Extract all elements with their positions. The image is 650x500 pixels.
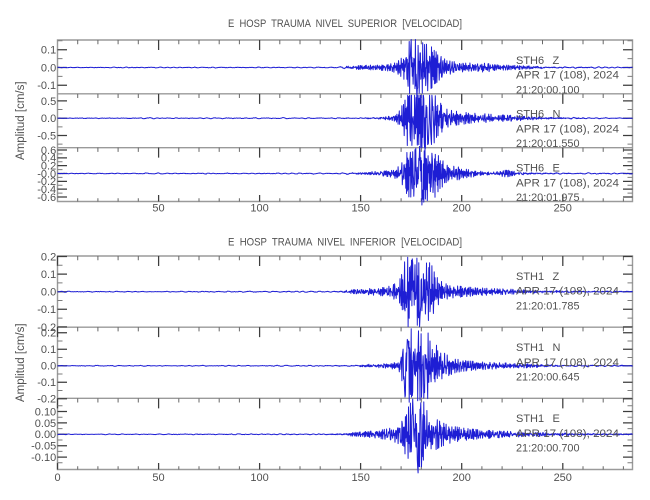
svg-text:-0.4: -0.4 (37, 184, 56, 196)
svg-text:STH6: STH6 (516, 55, 544, 67)
svg-text:STH1: STH1 (516, 413, 544, 425)
svg-text:-0.0: -0.0 (37, 168, 56, 180)
svg-text:250: 250 (554, 203, 572, 215)
svg-text:-0.6: -0.6 (37, 192, 56, 204)
svg-text:STH1: STH1 (516, 342, 544, 354)
svg-text:0.10: 0.10 (35, 406, 56, 418)
svg-text:STH6: STH6 (516, 109, 544, 121)
svg-text:0.5: 0.5 (41, 96, 56, 108)
svg-text:0.0: 0.0 (41, 62, 56, 74)
svg-text:0.0: 0.0 (41, 287, 56, 299)
svg-text:0.2: 0.2 (41, 251, 56, 263)
svg-text:N: N (553, 342, 561, 354)
svg-text:0.4: 0.4 (41, 153, 56, 165)
svg-text:-0.5: -0.5 (37, 130, 56, 142)
svg-text:Amplitud [cm/s]: Amplitud [cm/s] (15, 81, 27, 160)
svg-text:50: 50 (152, 203, 164, 215)
svg-text:N: N (553, 109, 561, 121)
svg-text:-0.1: -0.1 (37, 377, 56, 389)
svg-text:-0.05: -0.05 (31, 441, 56, 453)
svg-text:21:20:01.785: 21:20:01.785 (516, 300, 580, 312)
svg-text:E: E (553, 413, 560, 425)
svg-text:E HOSP TRAUMA NIVEL INFERIOR [: E HOSP TRAUMA NIVEL INFERIOR [VELOCIDAD] (228, 237, 462, 249)
svg-text:21:20:01.550: 21:20:01.550 (516, 138, 580, 150)
svg-text:0.05: 0.05 (35, 418, 56, 430)
svg-text:200: 200 (453, 203, 471, 215)
svg-text:150: 150 (351, 203, 369, 215)
svg-text:APR 17 (108), 2024: APR 17 (108), 2024 (516, 428, 619, 440)
svg-text:Z: Z (553, 55, 560, 67)
svg-text:0.00: 0.00 (35, 429, 56, 441)
svg-text:0.0: 0.0 (41, 361, 56, 373)
svg-text:100: 100 (250, 472, 268, 484)
svg-text:21:20:01.975: 21:20:01.975 (516, 192, 580, 204)
svg-text:APR 17 (108), 2024: APR 17 (108), 2024 (516, 357, 619, 369)
svg-text:150: 150 (351, 472, 369, 484)
svg-text:-0.1: -0.1 (37, 304, 56, 316)
svg-text:21:20:00.700: 21:20:00.700 (516, 443, 580, 455)
svg-text:APR 17 (108), 2024: APR 17 (108), 2024 (516, 177, 619, 189)
svg-text:-0.1: -0.1 (37, 80, 56, 92)
svg-text:-0.2: -0.2 (37, 176, 56, 188)
svg-text:APR 17 (108), 2024: APR 17 (108), 2024 (516, 286, 619, 298)
svg-text:-0.2: -0.2 (37, 394, 56, 406)
svg-text:APR 17 (108), 2024: APR 17 (108), 2024 (516, 70, 619, 82)
svg-text:APR 17 (108), 2024: APR 17 (108), 2024 (516, 123, 619, 135)
svg-text:STH1: STH1 (516, 271, 544, 283)
svg-text:0.6: 0.6 (41, 145, 56, 157)
svg-text:200: 200 (453, 472, 471, 484)
svg-text:21:20:00.100: 21:20:00.100 (516, 84, 580, 96)
svg-text:-0.10: -0.10 (31, 452, 56, 464)
svg-text:21:20:00.645: 21:20:00.645 (516, 371, 580, 383)
svg-text:Z: Z (553, 271, 560, 283)
svg-text:0.1: 0.1 (41, 269, 56, 281)
svg-text:0.1: 0.1 (41, 344, 56, 356)
svg-text:250: 250 (554, 472, 572, 484)
svg-text:0: 0 (54, 472, 60, 484)
svg-text:100: 100 (250, 203, 268, 215)
svg-text:0.2: 0.2 (41, 161, 56, 173)
svg-text:Amplitud [cm/s]: Amplitud [cm/s] (15, 323, 27, 402)
svg-text:50: 50 (152, 472, 164, 484)
svg-text:E HOSP TRAUMA NIVEL SUPERIOR [: E HOSP TRAUMA NIVEL SUPERIOR [VELOCIDAD] (228, 18, 462, 30)
svg-text:E: E (553, 163, 560, 175)
svg-text:0.0: 0.0 (41, 113, 56, 125)
svg-text:-0.2: -0.2 (37, 322, 56, 334)
svg-text:0.1: 0.1 (41, 45, 56, 57)
svg-text:0.2: 0.2 (41, 328, 56, 340)
svg-text:STH6: STH6 (516, 163, 544, 175)
